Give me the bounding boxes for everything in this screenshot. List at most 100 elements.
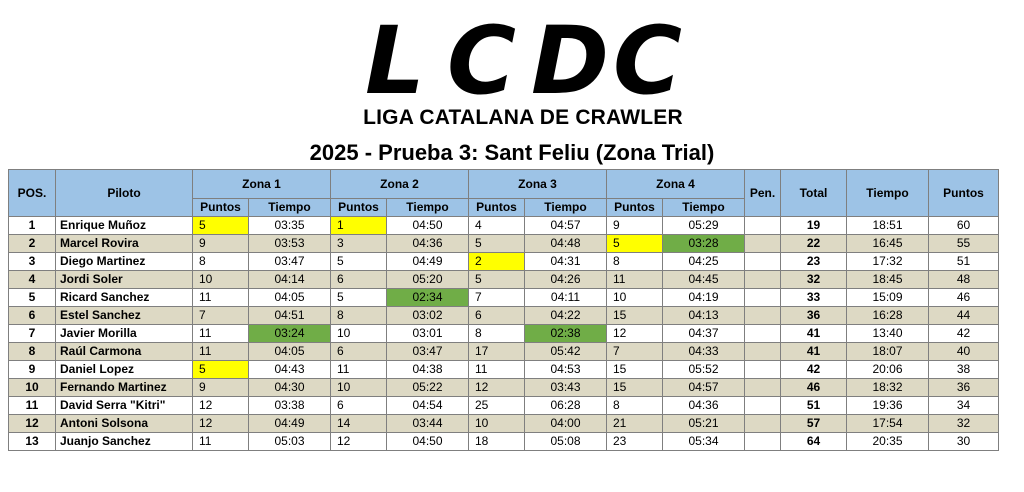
- cell-zona-2-tiempo: 05:20: [386, 270, 469, 289]
- cell-zona-1-puntos: 8: [192, 252, 249, 271]
- header-tiempo: Tiempo: [846, 169, 929, 217]
- cell-zona-3-puntos: 7: [468, 288, 525, 307]
- cell-pen: [744, 360, 781, 379]
- cell-zona-1-tiempo: 04:49: [248, 414, 331, 433]
- cell-zona-1-tiempo: 03:53: [248, 234, 331, 253]
- table-row: 11 David Serra "Kitri" 12 03:38 6 04:54 25 06:2…: [8, 396, 999, 415]
- subheader-zona-1-puntos: Puntos: [192, 198, 249, 217]
- cell-zona-2-tiempo: 04:50: [386, 432, 469, 451]
- cell-zona-2-puntos: 5: [330, 288, 387, 307]
- header-pos: POS.: [8, 169, 56, 217]
- cell-zona-4-puntos: 15: [606, 378, 663, 397]
- cell-puntos: 32: [928, 414, 999, 433]
- subheader-zona-1-tiempo: Tiempo: [248, 198, 331, 217]
- cell-zona-3-puntos: 5: [468, 234, 525, 253]
- cell-zona-2-tiempo: 03:02: [386, 306, 469, 325]
- results-body: 1 Enrique Muñoz 5 03:35 1 04:50 4 04:57 9 05:29 19…: [8, 216, 999, 451]
- cell-total: 51: [780, 396, 847, 415]
- cell-puntos: 51: [928, 252, 999, 271]
- cell-pos: 10: [8, 378, 56, 397]
- cell-zona-3-tiempo: 04:53: [524, 360, 607, 379]
- cell-tiempo: 18:32: [846, 378, 929, 397]
- cell-zona-3-puntos: 6: [468, 306, 525, 325]
- subheader-zona-2-puntos: Puntos: [330, 198, 387, 217]
- cell-zona-1-puntos: 10: [192, 270, 249, 289]
- cell-piloto: Antoni Solsona: [55, 414, 193, 433]
- logo-letters: L C D C: [355, 7, 691, 116]
- table-row: 2 Marcel Rovira 9 03:53 3 04:36 5 04:48 5 03:28 22…: [8, 234, 999, 253]
- cell-zona-1-tiempo: 03:38: [248, 396, 331, 415]
- cell-zona-1-puntos: 5: [192, 360, 249, 379]
- header-total: Total: [780, 169, 847, 217]
- cell-zona-2-tiempo: 04:36: [386, 234, 469, 253]
- cell-zona-2-puntos: 10: [330, 378, 387, 397]
- cell-pos: 3: [8, 252, 56, 271]
- cell-total: 46: [780, 378, 847, 397]
- cell-zona-1-tiempo: 03:47: [248, 252, 331, 271]
- cell-zona-2-tiempo: 02:34: [386, 288, 469, 307]
- cell-zona-3-tiempo: 05:42: [524, 342, 607, 361]
- table-row: 4 Jordi Soler 10 04:14 6 05:20 5 04:26 11 04:45 32…: [8, 270, 999, 289]
- cell-pos: 11: [8, 396, 56, 415]
- cell-zona-1-puntos: 12: [192, 396, 249, 415]
- subheader-zona-3-puntos: Puntos: [468, 198, 525, 217]
- cell-total: 41: [780, 342, 847, 361]
- cell-puntos: 38: [928, 360, 999, 379]
- results-table: POS. Piloto Zona 1 Zona 2 Zona 3 Zona 4 …: [8, 169, 999, 451]
- cell-zona-3-tiempo: 04:26: [524, 270, 607, 289]
- cell-piloto: Marcel Rovira: [55, 234, 193, 253]
- logo-letter: C: [613, 7, 682, 116]
- cell-total: 32: [780, 270, 847, 289]
- cell-zona-1-puntos: 9: [192, 378, 249, 397]
- cell-tiempo: 20:35: [846, 432, 929, 451]
- cell-puntos: 48: [928, 270, 999, 289]
- cell-pen: [744, 432, 781, 451]
- cell-piloto: Fernando Martinez: [55, 378, 193, 397]
- cell-zona-3-puntos: 12: [468, 378, 525, 397]
- cell-pos: 13: [8, 432, 56, 451]
- cell-puntos: 30: [928, 432, 999, 451]
- cell-zona-2-tiempo: 03:44: [386, 414, 469, 433]
- cell-zona-1-tiempo: 05:03: [248, 432, 331, 451]
- cell-total: 19: [780, 216, 847, 235]
- cell-tiempo: 18:07: [846, 342, 929, 361]
- cell-zona-4-puntos: 7: [606, 342, 663, 361]
- cell-puntos: 60: [928, 216, 999, 235]
- subheader-zona-3-tiempo: Tiempo: [524, 198, 607, 217]
- cell-pos: 1: [8, 216, 56, 235]
- cell-pos: 5: [8, 288, 56, 307]
- cell-piloto: Diego Martinez: [55, 252, 193, 271]
- cell-zona-4-tiempo: 04:36: [662, 396, 745, 415]
- cell-pen: [744, 306, 781, 325]
- cell-zona-3-tiempo: 04:57: [524, 216, 607, 235]
- cell-zona-1-tiempo: 04:51: [248, 306, 331, 325]
- cell-puntos: 40: [928, 342, 999, 361]
- table-row: 5 Ricard Sanchez 11 04:05 5 02:34 7 04:11 10 04:1…: [8, 288, 999, 307]
- cell-zona-3-tiempo: 05:08: [524, 432, 607, 451]
- cell-zona-3-tiempo: 04:22: [524, 306, 607, 325]
- cell-pen: [744, 414, 781, 433]
- cell-pen: [744, 252, 781, 271]
- header-piloto: Piloto: [55, 169, 193, 217]
- cell-total: 22: [780, 234, 847, 253]
- cell-zona-3-puntos: 10: [468, 414, 525, 433]
- header-puntos: Puntos: [928, 169, 999, 217]
- cell-pen: [744, 396, 781, 415]
- cell-zona-4-tiempo: 05:21: [662, 414, 745, 433]
- cell-tiempo: 18:51: [846, 216, 929, 235]
- cell-zona-2-tiempo: 04:54: [386, 396, 469, 415]
- table-row: 9 Daniel Lopez 5 04:43 11 04:38 11 04:53 15 05:52…: [8, 360, 999, 379]
- cell-total: 42: [780, 360, 847, 379]
- cell-zona-4-puntos: 12: [606, 324, 663, 343]
- cell-pen: [744, 378, 781, 397]
- cell-pos: 6: [8, 306, 56, 325]
- cell-total: 41: [780, 324, 847, 343]
- cell-zona-1-tiempo: 04:30: [248, 378, 331, 397]
- cell-zona-2-tiempo: 03:01: [386, 324, 469, 343]
- table-row: 1 Enrique Muñoz 5 03:35 1 04:50 4 04:57 9 05:29 19…: [8, 216, 999, 235]
- cell-zona-4-tiempo: 04:45: [662, 270, 745, 289]
- cell-zona-4-puntos: 15: [606, 360, 663, 379]
- cell-zona-3-puntos: 4: [468, 216, 525, 235]
- cell-zona-1-tiempo: 03:35: [248, 216, 331, 235]
- cell-zona-2-tiempo: 05:22: [386, 378, 469, 397]
